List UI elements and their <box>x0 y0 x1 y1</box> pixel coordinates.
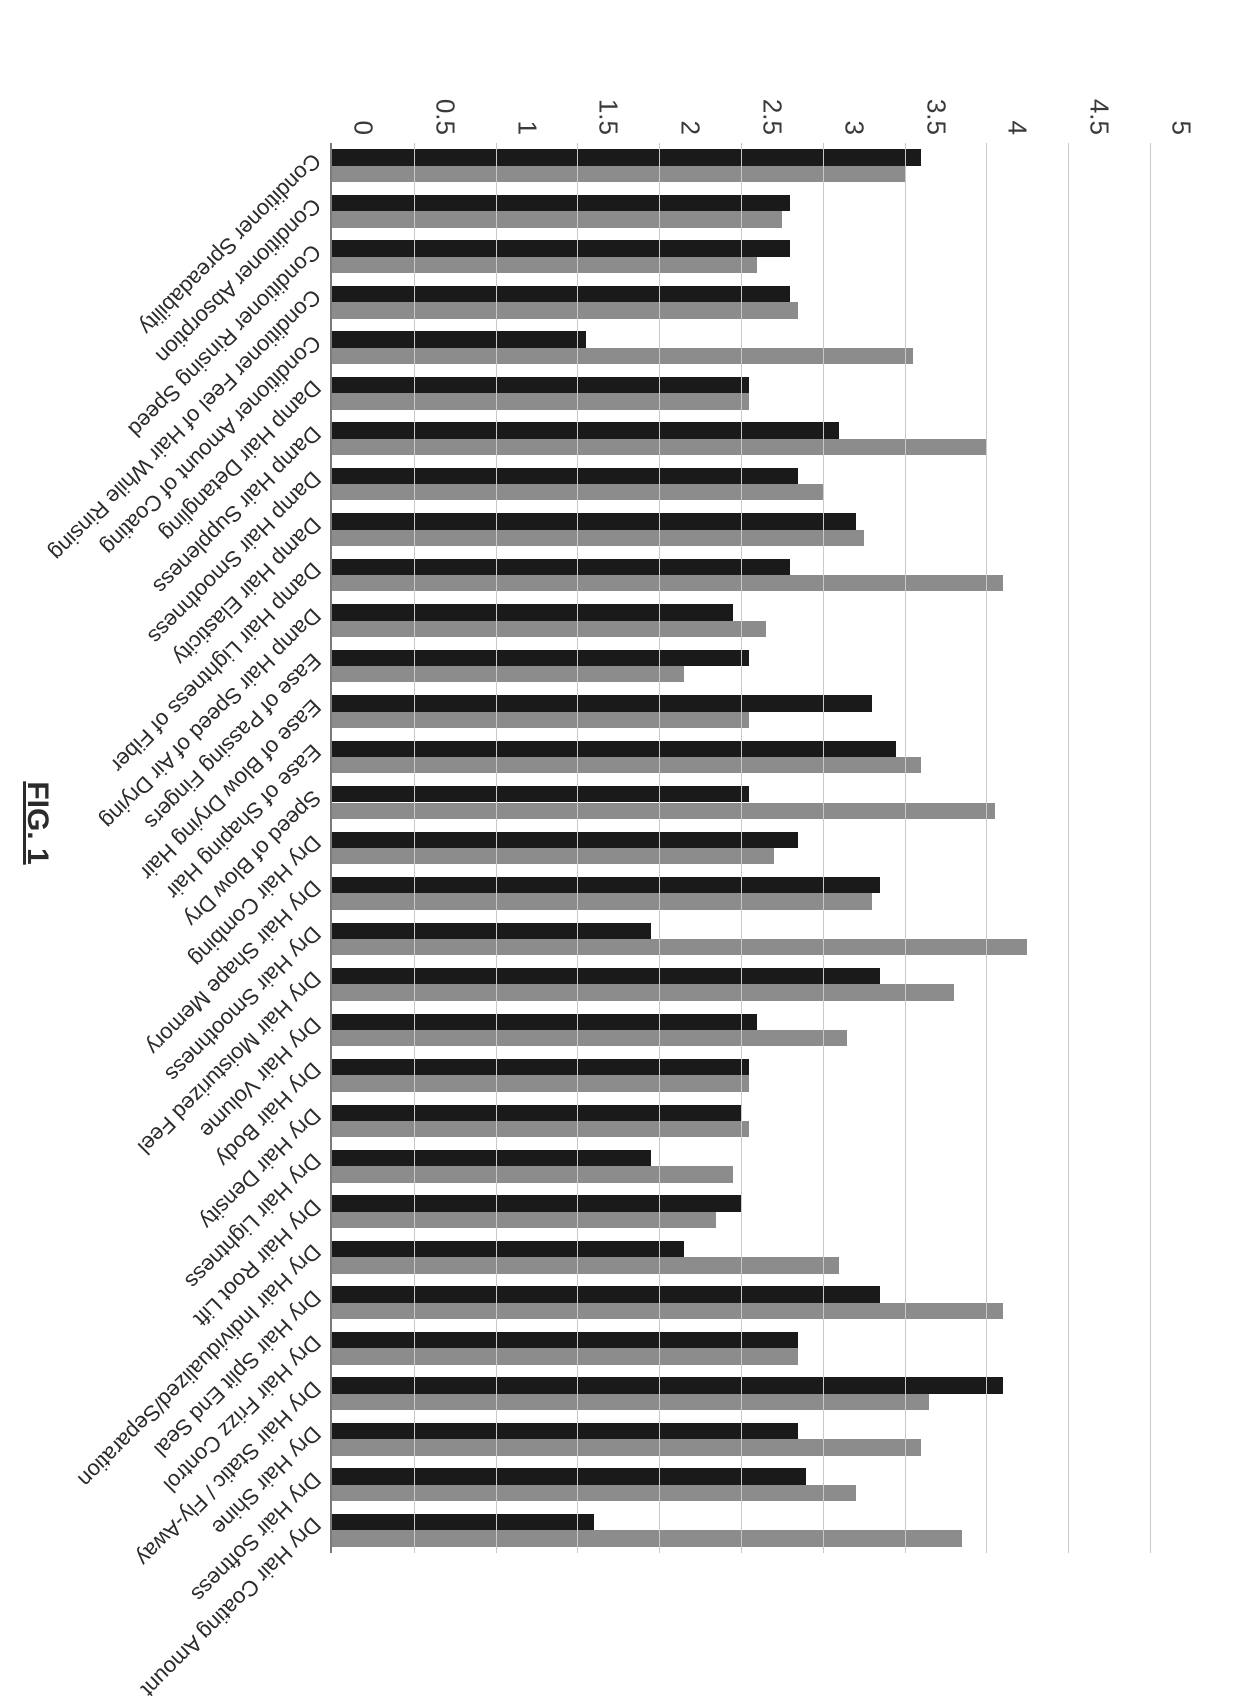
bar-series-a <box>332 376 749 392</box>
bar-series-b <box>332 302 798 318</box>
bar-series-a <box>332 467 798 483</box>
bar-series-a <box>332 1331 798 1347</box>
gridline <box>905 143 906 1553</box>
bar-series-a <box>332 740 896 756</box>
y-tick-label: 1 <box>511 120 542 142</box>
bar-series-a <box>332 558 790 574</box>
bar-series-a <box>332 1468 806 1484</box>
y-tick-label: 4.5 <box>1084 98 1115 142</box>
bar-series-b <box>332 1029 847 1045</box>
bar-series-b <box>332 1120 749 1136</box>
bar-series-a <box>332 1422 798 1438</box>
bar-series-a <box>332 1513 594 1529</box>
bar-series-a <box>332 1104 741 1120</box>
bar-series-a <box>332 422 839 438</box>
bar-series-b <box>332 620 766 636</box>
gridline <box>577 143 578 1553</box>
bar-series-b <box>332 1166 733 1182</box>
bar-series-b <box>332 1257 839 1273</box>
plot-area: 00.511.522.533.544.55 <box>330 143 1150 1553</box>
bar-series-b <box>332 1530 962 1546</box>
bar-series-a <box>332 1377 1003 1393</box>
y-tick-label: 3.5 <box>920 98 951 142</box>
bar-series-b <box>332 711 749 727</box>
gridline <box>1150 143 1151 1553</box>
gridline <box>741 143 742 1553</box>
figure-caption: FIG. 1 <box>20 73 54 1573</box>
bar-series-a <box>332 331 586 347</box>
gridline <box>496 143 497 1553</box>
bar-series-b <box>332 575 1003 591</box>
bar-series-b <box>332 1393 929 1409</box>
bar-series-a <box>332 831 798 847</box>
bar-series-a <box>332 285 790 301</box>
bar-series-a <box>332 1013 757 1029</box>
bar-series-b <box>332 529 864 545</box>
bar-series-b <box>332 393 749 409</box>
bar-series-b <box>332 1302 1003 1318</box>
bar-series-a <box>332 240 790 256</box>
y-tick-label: 0.5 <box>429 98 460 142</box>
bar-series-a <box>332 604 733 620</box>
gridline <box>823 143 824 1553</box>
bar-series-b <box>332 1439 921 1455</box>
gridline <box>1068 143 1069 1553</box>
bar-series-b <box>332 984 954 1000</box>
bar-series-a <box>332 194 790 210</box>
gridline <box>414 143 415 1553</box>
bar-series-a <box>332 1195 741 1211</box>
figure-caption-prefix: FIG. <box>21 781 54 848</box>
bar-series-b <box>332 938 1027 954</box>
gridline <box>986 143 987 1553</box>
bar-series-a <box>332 786 749 802</box>
bar-series-b <box>332 347 913 363</box>
bar-series-a <box>332 922 651 938</box>
y-tick-label: 1.5 <box>593 98 624 142</box>
bar-series-b <box>332 1075 749 1091</box>
gridline <box>659 143 660 1553</box>
bar-series-b <box>332 165 905 181</box>
chart-container: 00.511.522.533.544.55 Conditioner Spread… <box>70 73 1170 1573</box>
figure-caption-number: 1 <box>21 847 54 864</box>
y-tick-label: 3 <box>838 120 869 142</box>
bar-series-a <box>332 513 856 529</box>
bar-series-b <box>332 1348 798 1364</box>
x-axis-labels: Conditioner SpreadabilityConditioner Abs… <box>70 143 330 1553</box>
bar-series-b <box>332 757 921 773</box>
bar-series-a <box>332 1059 749 1075</box>
bar-series-b <box>332 666 684 682</box>
bar-series-b <box>332 256 757 272</box>
y-tick-label: 2 <box>675 120 706 142</box>
bar-series-b <box>332 211 782 227</box>
y-tick-label: 0 <box>348 120 379 142</box>
bar-series-a <box>332 1240 684 1256</box>
bar-series-a <box>332 149 921 165</box>
y-tick-label: 5 <box>1166 120 1197 142</box>
bar-series-b <box>332 1484 856 1500</box>
y-tick-label: 4 <box>1002 120 1033 142</box>
bar-series-a <box>332 1150 651 1166</box>
bar-series-b <box>332 847 774 863</box>
bar-series-b <box>332 802 995 818</box>
bar-series-a <box>332 649 749 665</box>
y-tick-label: 2.5 <box>757 98 788 142</box>
